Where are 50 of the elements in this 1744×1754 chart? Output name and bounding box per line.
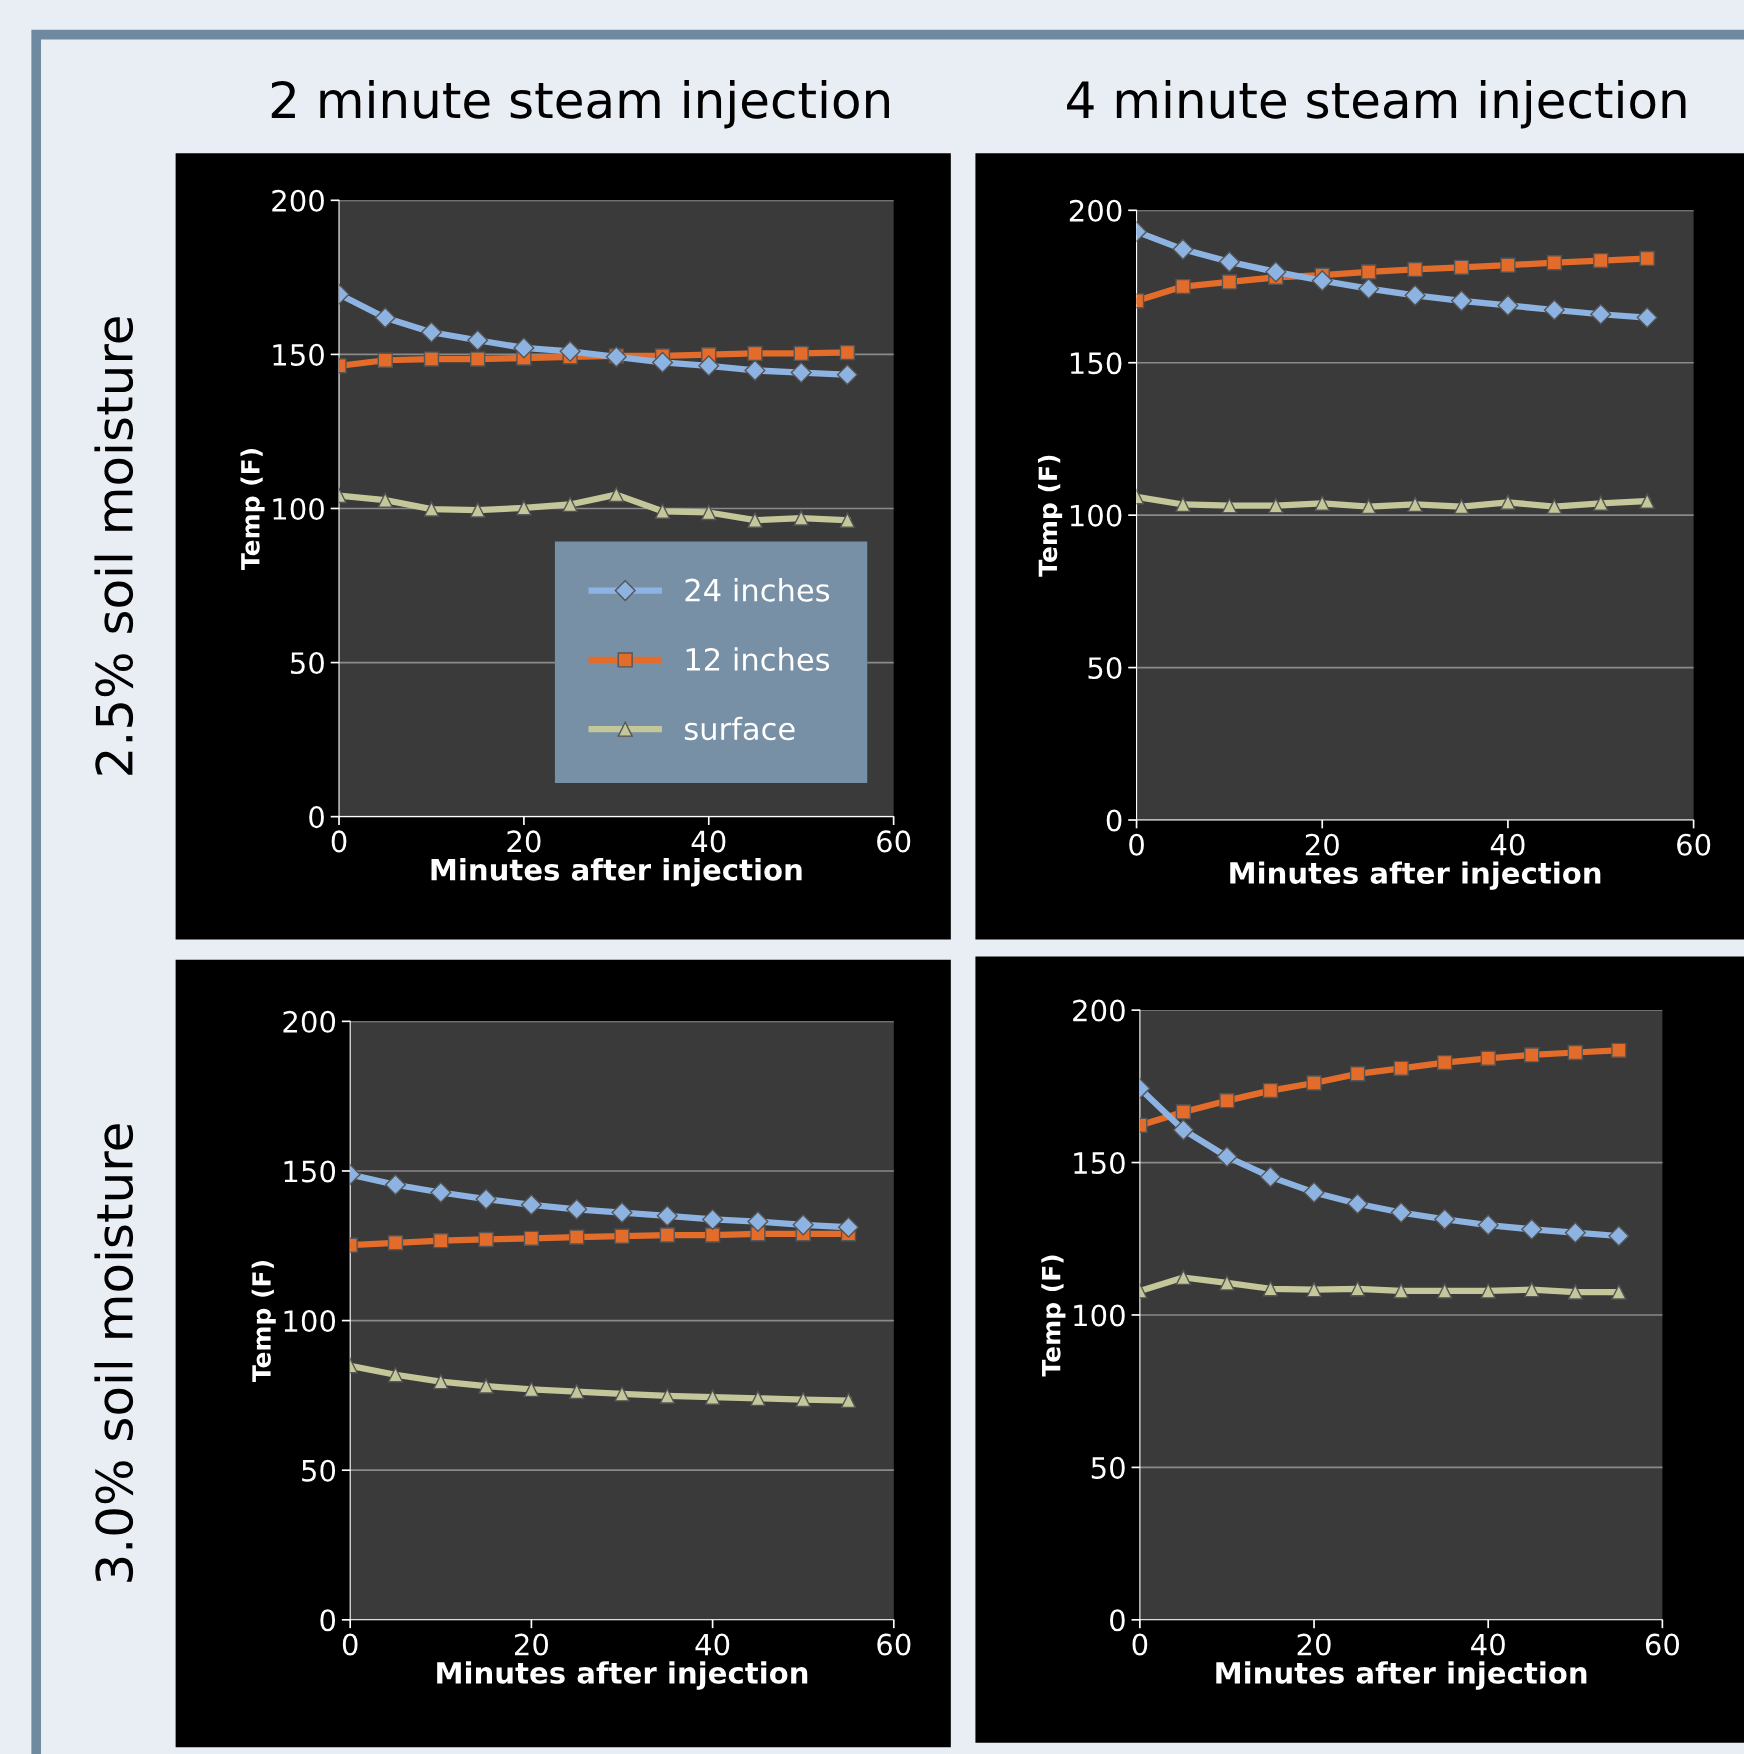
- chart-title: 2 minute steam injection: [271, 79, 889, 129]
- x-axis-title: Minutes after injection: [431, 858, 802, 887]
- y-axis-title: Temp (F): [1037, 455, 1063, 577]
- text: 3.0% soil moisture: [94, 1124, 134, 1582]
- x-tick-label: 0: [1132, 1633, 1148, 1656]
- x-tick-label: 0: [1129, 833, 1144, 856]
- x-axis-title: Minutes after injection: [1216, 1661, 1587, 1690]
- x-axis-title: Minutes after injection: [1230, 861, 1601, 890]
- y-tick-label: 0: [1110, 1609, 1125, 1632]
- y-tick-label: 0: [1106, 809, 1122, 832]
- chart-title: 4 minute steam injection: [1067, 79, 1686, 129]
- y-tick-label: 150: [284, 1160, 336, 1183]
- text: 2.5% soil moisture: [94, 317, 134, 775]
- x-tick-label: 60: [1645, 1633, 1679, 1656]
- legend-label: 24 inches: [685, 578, 830, 602]
- y-tick-label: 50: [1088, 657, 1122, 680]
- legend-label: 12 inches: [686, 647, 830, 672]
- y-tick-label: 100: [1074, 1304, 1125, 1327]
- x-tick-label: 40: [695, 1633, 730, 1656]
- y-tick-label: 200: [272, 189, 324, 212]
- x-axis-title: Minutes after injection: [437, 1661, 808, 1690]
- x-tick-label: 0: [342, 1633, 358, 1656]
- y-tick-label: 200: [283, 1010, 336, 1033]
- x-tick-label: 60: [1677, 833, 1711, 856]
- legend-label: surface: [684, 716, 795, 741]
- y-axis-title: Temp (F): [251, 1261, 276, 1383]
- y-tick-label: 200: [1073, 999, 1125, 1022]
- y-tick-label: 200: [1069, 199, 1122, 222]
- y-tick-label: 50: [290, 652, 324, 675]
- y-tick-label: 150: [1070, 352, 1122, 375]
- x-tick-label: 20: [514, 1633, 549, 1656]
- y-axis-title: Temp (F): [240, 449, 265, 570]
- x-tick-label: 20: [1297, 1633, 1331, 1656]
- x-tick-label: 60: [877, 830, 911, 853]
- x-tick-label: 40: [1471, 1633, 1505, 1656]
- y-tick-label: 100: [273, 497, 324, 520]
- y-tick-label: 0: [320, 1609, 336, 1632]
- y-tick-label: 50: [1091, 1456, 1125, 1479]
- y-tick-label: 150: [273, 343, 324, 366]
- x-tick-label: 20: [507, 830, 541, 853]
- y-axis-title: Temp (F): [1041, 1255, 1066, 1377]
- y-tick-label: 100: [1070, 504, 1122, 527]
- y-tick-label: 0: [309, 806, 324, 829]
- x-tick-label: 60: [877, 1633, 911, 1656]
- x-tick-label: 40: [691, 830, 726, 853]
- y-tick-label: 100: [284, 1310, 336, 1333]
- x-tick-label: 20: [1305, 833, 1339, 856]
- y-tick-label: 150: [1074, 1151, 1125, 1175]
- y-tick-label: 50: [302, 1459, 336, 1482]
- x-tick-label: 40: [1490, 833, 1525, 856]
